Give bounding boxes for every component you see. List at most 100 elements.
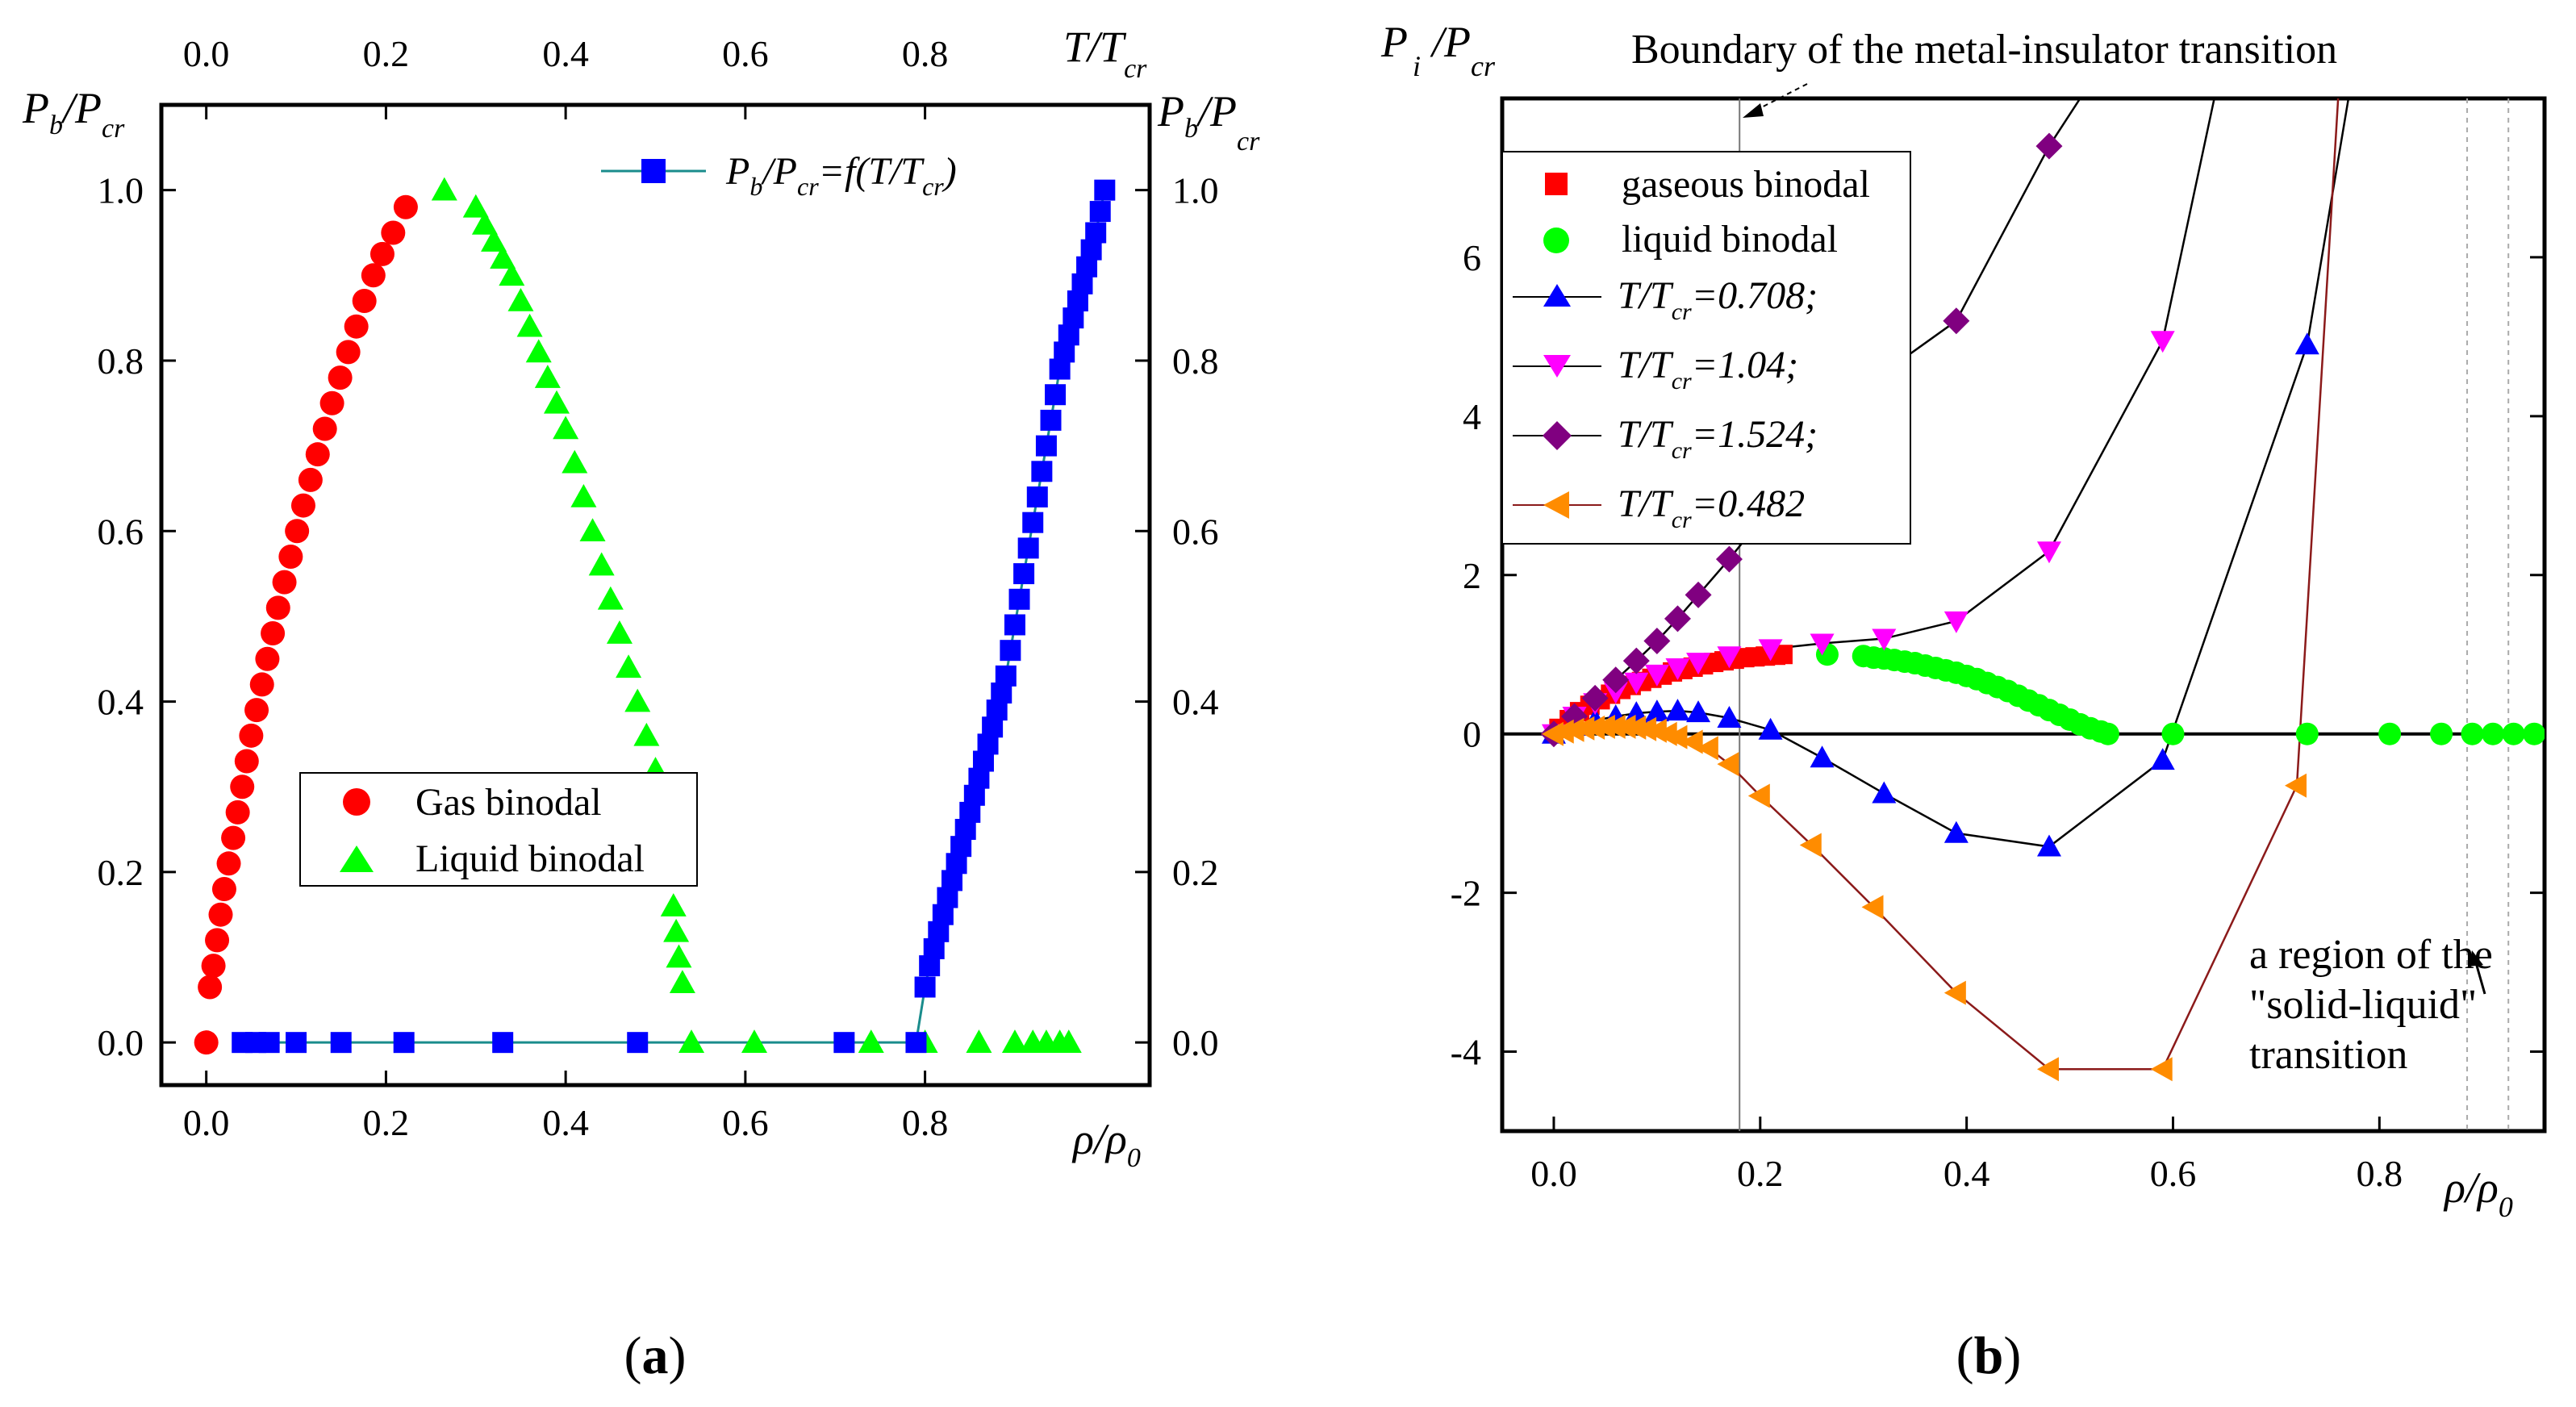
data-point xyxy=(1943,307,1970,335)
top-tick-label: 0.6 xyxy=(722,33,769,74)
y-tick-label: 0.8 xyxy=(98,340,144,382)
data-point xyxy=(1085,222,1107,244)
legend-482-marker xyxy=(1543,491,1569,519)
y-right-tick-label: 0.4 xyxy=(1172,682,1219,723)
panel-b-xlabel: ρ/ρ0 xyxy=(2443,1163,2513,1223)
data-point xyxy=(2430,722,2453,745)
panel-a-right-ylabel: Pb/Pcr xyxy=(1157,87,1260,157)
data-point xyxy=(2096,722,2119,745)
data-point xyxy=(2378,722,2402,745)
data-point xyxy=(2036,834,2061,857)
data-point xyxy=(393,194,418,219)
y-tick-label: 2 xyxy=(1463,555,1481,596)
top-tick-label: 0.2 xyxy=(363,33,410,74)
y-right-tick-label: 0.6 xyxy=(1172,511,1219,552)
data-point xyxy=(1644,699,1669,722)
panel-a-series xyxy=(194,177,1116,1055)
data-point xyxy=(1581,684,1609,712)
legend-104-marker xyxy=(1543,355,1571,378)
data-point xyxy=(1715,545,1743,573)
data-point xyxy=(905,1032,927,1054)
data-point xyxy=(258,1032,280,1054)
data-point xyxy=(261,621,286,646)
legend-square-marker xyxy=(641,159,666,183)
data-point xyxy=(431,177,457,201)
caption-b: (b) xyxy=(1956,1326,2022,1385)
legend-gaseous-marker xyxy=(1545,173,1568,195)
data-point xyxy=(286,1032,307,1054)
panel-a-legend-box xyxy=(299,772,698,887)
legend-gaseous-label: gaseous binodal xyxy=(1622,163,1870,206)
panel-a-legend: Gas binodal Liquid binodal xyxy=(299,772,698,887)
data-point xyxy=(352,289,377,313)
data-point xyxy=(492,1032,514,1054)
panel-a-ticks: 0.0 0.0 0.2 0.2 0.4 0.4 0.6 0.6 0.8 0.8 0.0 0.0 0.2 0… xyxy=(98,33,1219,1143)
data-point xyxy=(328,365,353,390)
data-point xyxy=(1614,714,1636,739)
data-point xyxy=(499,262,525,286)
data-point xyxy=(1665,724,1688,749)
data-point xyxy=(312,416,337,441)
data-point xyxy=(1013,563,1035,585)
legend-482-label: T/Tcr=0.482 xyxy=(1618,482,1805,533)
y-right-tick-label: 0.2 xyxy=(1172,852,1219,893)
data-point xyxy=(741,1029,767,1053)
x-tick-label: 0.8 xyxy=(902,1102,949,1143)
data-point xyxy=(914,976,936,998)
data-point xyxy=(1022,511,1044,533)
data-point xyxy=(1040,409,1062,431)
data-point xyxy=(2036,1057,2059,1082)
data-point xyxy=(216,851,241,876)
caption-a: (a) xyxy=(624,1326,687,1385)
y-tick-label: 4 xyxy=(1463,396,1481,437)
data-point xyxy=(858,1029,884,1053)
data-point xyxy=(966,1029,992,1053)
solid-liquid-annotation: a region of the "solid-liquid" transitio… xyxy=(2249,932,2493,1078)
data-point xyxy=(272,570,297,595)
data-point xyxy=(369,241,395,266)
data-point xyxy=(833,1032,855,1054)
data-point xyxy=(2150,748,2175,770)
x-tick-label: 0.4 xyxy=(542,1102,589,1143)
data-point xyxy=(1045,384,1067,406)
data-point xyxy=(265,595,290,620)
x-tick-label: 0.2 xyxy=(363,1102,410,1143)
top-tick-label: 0.4 xyxy=(542,33,589,74)
data-point xyxy=(1758,639,1783,662)
data-point xyxy=(507,288,534,311)
data-point xyxy=(663,918,690,942)
data-point xyxy=(1031,461,1053,482)
data-point xyxy=(221,825,246,850)
data-point xyxy=(2294,332,2319,355)
data-point xyxy=(588,552,615,576)
data-point xyxy=(544,390,570,414)
data-point xyxy=(2502,722,2525,745)
legend-1524-marker xyxy=(1543,421,1572,450)
data-point xyxy=(1747,783,1770,808)
data-point xyxy=(553,415,579,440)
data-point xyxy=(1872,628,1897,651)
boundary-arrow xyxy=(1750,83,1808,114)
panel-b-series xyxy=(1540,98,2545,1082)
data-point xyxy=(1562,717,1584,742)
data-point xyxy=(1624,672,1649,695)
data-point xyxy=(481,228,507,252)
data-point xyxy=(201,954,226,979)
legend-708-label: T/Tcr=0.708; xyxy=(1618,274,1818,325)
data-point xyxy=(1943,611,1969,633)
data-point xyxy=(516,313,543,337)
top-tick-label: 0.8 xyxy=(902,33,949,74)
solid-liquid-arrow-head xyxy=(2469,950,2483,967)
boundary-arrow-head xyxy=(1743,103,1764,118)
data-point xyxy=(2161,722,2185,745)
data-point xyxy=(471,211,498,235)
data-point xyxy=(1004,614,1025,636)
panel-b-legend: gaseous binodal liquid binodal T/Tcr=0.7… xyxy=(1501,151,1911,545)
y-tick-label: 0.6 xyxy=(98,511,144,552)
data-point xyxy=(249,672,274,697)
boundary-annotation: Boundary of the metal-insulator transiti… xyxy=(1631,27,2337,73)
legend-liquid-b-marker xyxy=(1543,228,1569,253)
data-point xyxy=(1686,700,1711,723)
